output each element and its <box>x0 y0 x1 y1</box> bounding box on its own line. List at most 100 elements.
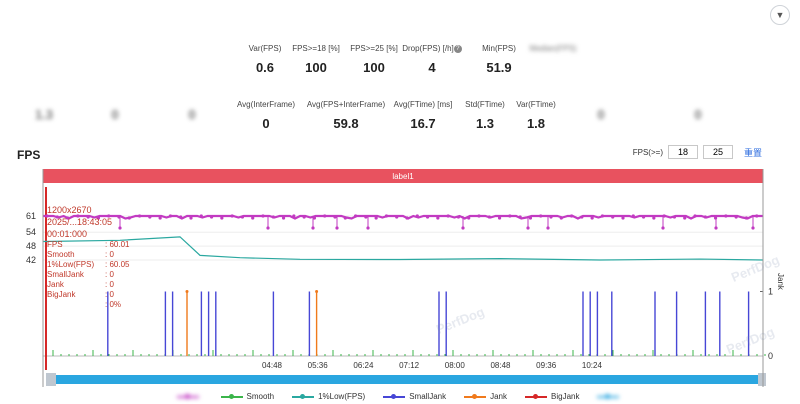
help-icon[interactable]: ? <box>453 44 462 53</box>
fps-point <box>168 214 173 218</box>
tooltip-value: : 0 <box>105 280 114 289</box>
fps-point <box>107 214 111 218</box>
fps-point <box>508 214 512 218</box>
fps-chart: label1 61 54 48 42 0 1 Jank 04:48 05:36 06:24 07:12… <box>0 163 800 404</box>
tooltip-row: 1%Low(FPS): 60.05 <box>47 260 129 270</box>
collapse-button[interactable]: ▼ <box>770 5 790 25</box>
fps-point <box>65 216 70 220</box>
legend-swatch <box>220 393 243 399</box>
stat-value: 59.8 <box>333 116 359 131</box>
legend-item[interactable]: SmallJank <box>383 392 446 401</box>
fps-point <box>292 214 296 218</box>
fps-point <box>220 216 224 220</box>
stat-value: 51.9 <box>486 60 512 75</box>
stat-cell: 0 <box>75 100 155 122</box>
tooltip-row: Smooth: 0 <box>47 250 129 260</box>
x-tick-label: 08:48 <box>490 361 511 370</box>
fps-point <box>230 214 234 218</box>
tooltip-date: 2025/...18:43:05 <box>47 217 113 227</box>
chevron-down-icon: ▼ <box>775 10 785 20</box>
fps-point <box>405 216 409 220</box>
low1-line <box>42 236 764 261</box>
legend-label: Smooth <box>246 392 275 401</box>
fps-point <box>209 215 214 219</box>
x-tick-label: 10:24 <box>582 361 603 370</box>
legend-swatch <box>176 393 199 399</box>
fps-point <box>137 214 142 218</box>
jank-point <box>185 290 189 293</box>
fps-point <box>755 214 759 218</box>
fps-threshold-input-2[interactable] <box>702 145 733 159</box>
x-tick-label: 05:36 <box>308 361 329 370</box>
fps-threshold-label: FPS(>=) <box>632 147 663 157</box>
stat-cell: FPS>=25 [%] 100 <box>334 44 414 75</box>
fps-dip-point <box>311 226 315 230</box>
scrollbar-handle-left <box>46 373 56 386</box>
stat-cell: Drop(FPS) [/h]? 4 <box>392 44 472 75</box>
tooltip-resolution: 1200x2670 <box>47 205 92 215</box>
fps-point <box>333 215 337 219</box>
legend-swatch <box>383 393 406 399</box>
stat-cell: 0 <box>561 100 641 122</box>
fps-point <box>364 215 368 219</box>
fps-point <box>127 216 131 220</box>
fps-point <box>271 215 275 219</box>
chart-legend: Smooth 1%Low(FPS) SmallJank Jank BigJank <box>0 392 800 401</box>
fps-dip-point <box>526 226 530 230</box>
stat-value: 0.6 <box>255 60 275 75</box>
tooltip-value: : 60.01 <box>105 240 130 249</box>
y-tick-label: 48 <box>26 241 36 251</box>
fps-point <box>528 216 533 220</box>
stat-value: 0 <box>597 107 605 122</box>
fps-dip-point <box>461 226 465 230</box>
legend-item[interactable]: Smooth <box>220 392 275 401</box>
fps-point <box>446 214 450 218</box>
stat-header: Std(FTime) <box>465 100 505 109</box>
fps-point <box>600 214 605 218</box>
legend-item[interactable] <box>176 392 203 401</box>
fps-point <box>487 215 491 219</box>
fps-point <box>672 215 677 219</box>
legend-item[interactable] <box>597 392 623 401</box>
stat-value: 0 <box>694 107 702 122</box>
fps-dip-point <box>118 226 122 230</box>
fps-point <box>467 216 471 220</box>
fps-dip-point <box>714 226 718 230</box>
fps-point <box>158 216 162 220</box>
legend-swatch <box>464 393 487 399</box>
stat-cell: FPS>=18 [%] 100 <box>276 44 356 75</box>
legend-label: SmallJank <box>409 392 447 401</box>
fps-point <box>353 214 358 218</box>
legend-item[interactable]: Jank <box>464 392 507 401</box>
legend-item[interactable]: 1%Low(FPS) <box>292 392 365 401</box>
stat-cell: Var(FPS) 0.6 <box>225 44 305 75</box>
tooltip-time: 00:01:000 <box>47 229 88 239</box>
stat-value: 100 <box>363 60 385 75</box>
fps-threshold-input-1[interactable] <box>667 145 698 159</box>
tooltip-row: Jank: 0 <box>47 280 129 290</box>
y-right-tick-label: 1 <box>768 287 773 297</box>
tooltip-key: 1%Low(FPS) <box>47 260 95 269</box>
tooltip-value: : 0 <box>105 250 114 259</box>
reset-button[interactable]: 重置 <box>743 147 762 158</box>
stat-header: Drop(FPS) [/h]? <box>392 44 472 53</box>
x-tick-label: 08:00 <box>445 361 466 370</box>
x-tick-label: 09:36 <box>536 361 557 370</box>
fps-dip-point <box>661 226 665 230</box>
fps-point <box>96 216 101 220</box>
legend-swatch <box>597 393 620 399</box>
fps-point <box>641 215 646 219</box>
stat-header: Min(FPS) <box>482 44 516 53</box>
label-bar-text: label1 <box>392 172 414 181</box>
legend-item[interactable]: BigJank <box>525 392 579 401</box>
chart-tooltip: 1200x2670 2025/...18:43:05 00:01:000 FPS… <box>47 204 129 310</box>
fps-point <box>724 214 728 218</box>
stat-cell: Avg(FPS+InterFrame) 59.8 <box>306 100 386 131</box>
fps-point <box>395 215 399 219</box>
fps-point <box>580 215 584 219</box>
tooltip-row: FPS: 60.01 <box>47 240 129 250</box>
stat-cell: 0 <box>152 100 232 122</box>
stat-value: 0 <box>111 107 119 122</box>
fps-point <box>374 216 378 220</box>
